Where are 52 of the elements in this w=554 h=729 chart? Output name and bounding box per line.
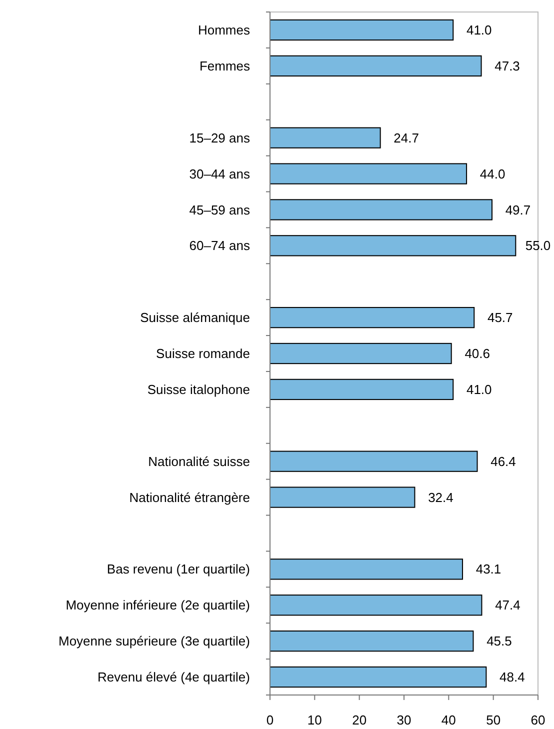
y-tick-label: Suisse italophone	[147, 382, 250, 397]
data-label: 48.4	[500, 670, 525, 685]
data-label: 55.0	[525, 238, 551, 254]
y-tick-label: Nationalité étrangère	[129, 490, 250, 505]
y-tick-label: Femmes	[199, 58, 250, 74]
bar	[270, 199, 492, 220]
data-label: 40.6	[464, 346, 490, 362]
x-tick-label: 10	[307, 712, 322, 728]
data-label: 46.4	[490, 454, 516, 469]
bar	[270, 594, 482, 616]
y-tick-label: Suisse alémanique	[140, 310, 250, 326]
y-tick-label: Hommes	[198, 22, 250, 38]
data-label: 45.7	[487, 310, 513, 326]
y-tick-label: Revenu élevé (4e quartile)	[98, 670, 250, 685]
data-label: 47.3	[494, 58, 520, 74]
y-tick-label: 60–74 ans	[189, 238, 250, 254]
y-tick-label: 45–59 ans	[189, 202, 250, 218]
x-tick-label: 60	[530, 712, 546, 728]
bar	[270, 378, 454, 400]
bar	[270, 235, 516, 256]
data-label: 41.0	[466, 22, 492, 38]
data-label: 24.7	[394, 130, 419, 146]
y-tick-label: 15–29 ans	[189, 130, 250, 146]
x-tick-label: 30	[396, 712, 412, 728]
x-tick-label: 0	[266, 712, 274, 728]
bar	[270, 163, 468, 184]
data-label: 32.4	[428, 490, 454, 505]
x-tick-label: 20	[352, 712, 367, 728]
x-tick-label: 40	[441, 712, 456, 728]
data-label: 45.5	[486, 634, 512, 649]
y-tick-label: 30–44 ans	[189, 166, 250, 182]
bar	[270, 630, 474, 652]
bar	[270, 666, 487, 688]
data-label: 44.0	[480, 166, 506, 182]
y-tick-label: Moyenne inférieure (2e quartile)	[66, 598, 250, 613]
data-label: 47.4	[495, 598, 520, 613]
bar	[270, 342, 452, 364]
bar	[270, 127, 381, 148]
bar	[270, 486, 416, 508]
data-label: 41.0	[466, 382, 492, 397]
data-label: 49.7	[505, 202, 531, 218]
y-tick-label: Suisse romande	[156, 346, 250, 362]
data-label: 43.1	[476, 562, 502, 577]
bar	[270, 558, 464, 580]
bar	[270, 55, 482, 76]
y-tick-label: Nationalité suisse	[148, 454, 250, 469]
y-tick-label: Bas revenu (1er quartile)	[106, 562, 250, 577]
x-tick-label: 50	[486, 712, 501, 728]
bar	[270, 19, 454, 41]
y-tick-label: Moyenne supérieure (3e quartile)	[58, 634, 250, 649]
bar	[270, 306, 475, 328]
bar	[270, 450, 478, 472]
